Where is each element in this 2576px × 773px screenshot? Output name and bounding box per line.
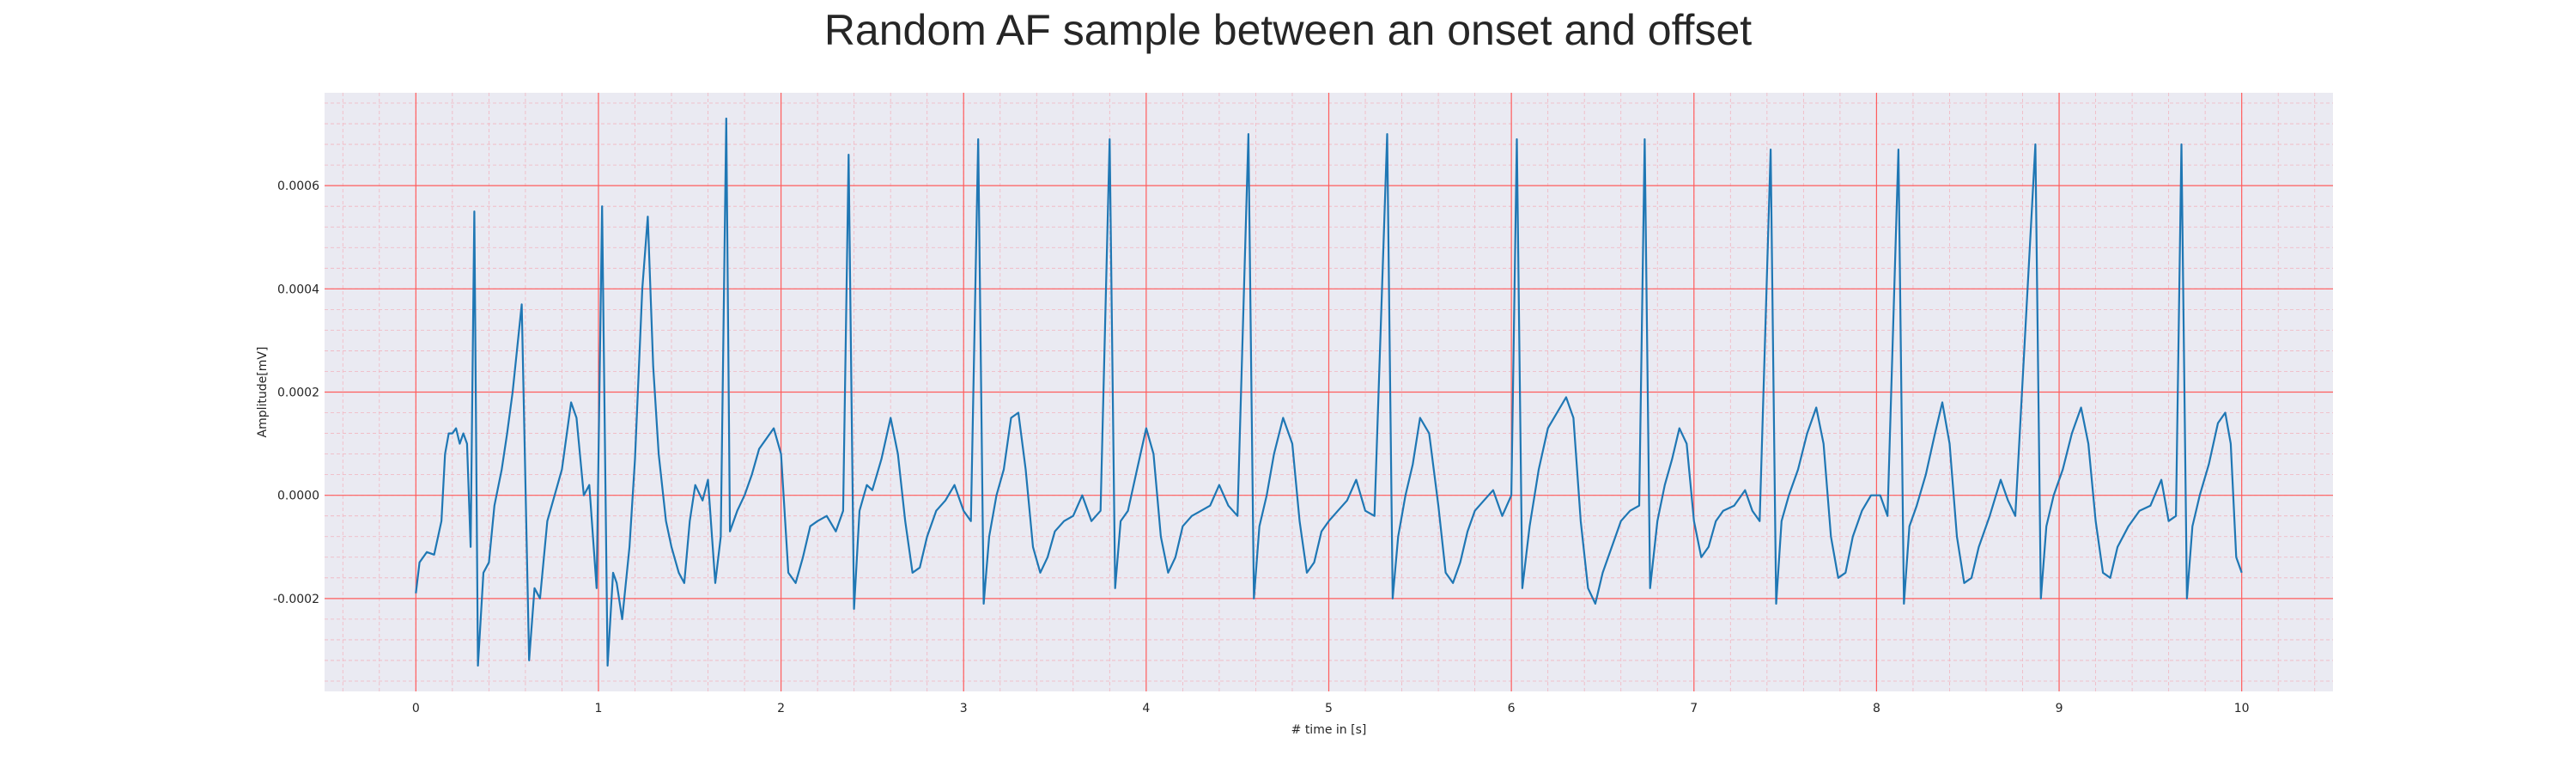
x-tick-label: 3: [960, 702, 968, 715]
x-tick-labels: 0 1 2 3 4 5 6 7 8 9 10: [412, 702, 2250, 715]
x-axis-label: # time in [s]: [1291, 723, 1367, 737]
y-tick-label: 0.0000: [277, 490, 319, 503]
chart-title: Random AF sample between an onset and of…: [823, 6, 1753, 54]
x-tick-label: 10: [2234, 702, 2250, 715]
y-tick-labels: -0.0002 0.0000 0.0002 0.0004 0.0006: [273, 180, 319, 606]
x-tick-label: 5: [1325, 702, 1333, 715]
x-tick-label: 1: [594, 702, 602, 715]
y-tick-label: 0.0004: [277, 283, 319, 296]
major-grid: [325, 93, 2333, 691]
x-tick-label: 0: [412, 702, 420, 715]
y-tick-label: 0.0002: [277, 386, 319, 400]
x-tick-label: 6: [1508, 702, 1516, 715]
x-tick-label: 7: [1690, 702, 1698, 715]
signal-line: [415, 117, 2243, 667]
x-tick-label: 2: [777, 702, 785, 715]
x-tick-label: 4: [1142, 702, 1150, 715]
y-axis-label: Amplitude[mV]: [256, 347, 270, 438]
y-tick-label: 0.0006: [277, 180, 319, 193]
y-tick-label: -0.0002: [273, 593, 319, 606]
x-tick-label: 8: [1873, 702, 1880, 715]
x-tick-label: 9: [2056, 702, 2063, 715]
